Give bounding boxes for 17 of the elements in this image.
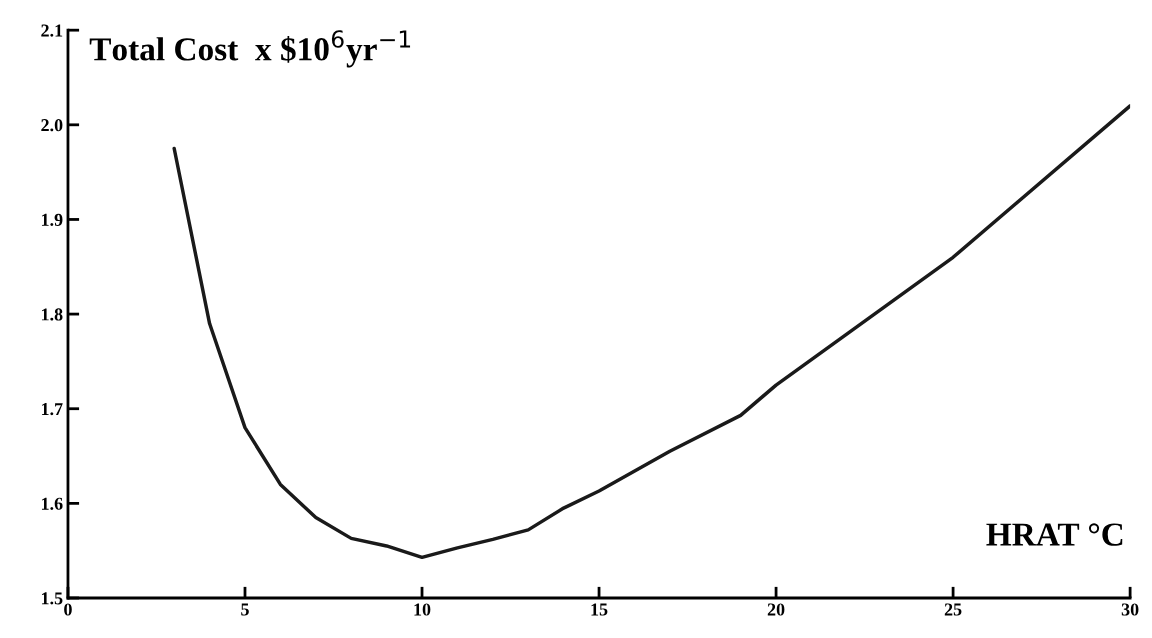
x-tick-label: 0 [64, 603, 72, 616]
x-tick-label: 30 [1121, 603, 1139, 616]
x-axis-title: HRAT °C [986, 523, 1123, 546]
y-tick-label: 1.5 [41, 592, 63, 605]
x-tick-label: 20 [767, 603, 785, 616]
y-tick-label: 2.1 [41, 24, 63, 37]
x-tick-label: 5 [241, 603, 249, 616]
y-tick-label: 1.9 [41, 213, 63, 226]
line-series [172, 104, 1131, 560]
x-tick-label: 15 [591, 603, 608, 616]
chart-title: Total Cost x $10$^{6}$yr$^{−1}$ [89, 30, 411, 68]
y-tick-label: 2.0 [41, 119, 63, 132]
y-tick-label: 1.8 [41, 308, 63, 321]
x-tick-label: 25 [944, 603, 962, 616]
y-tick-label: 1.6 [41, 497, 63, 510]
x-tick-label: 10 [414, 603, 431, 616]
y-tick-label: 1.7 [41, 403, 63, 416]
